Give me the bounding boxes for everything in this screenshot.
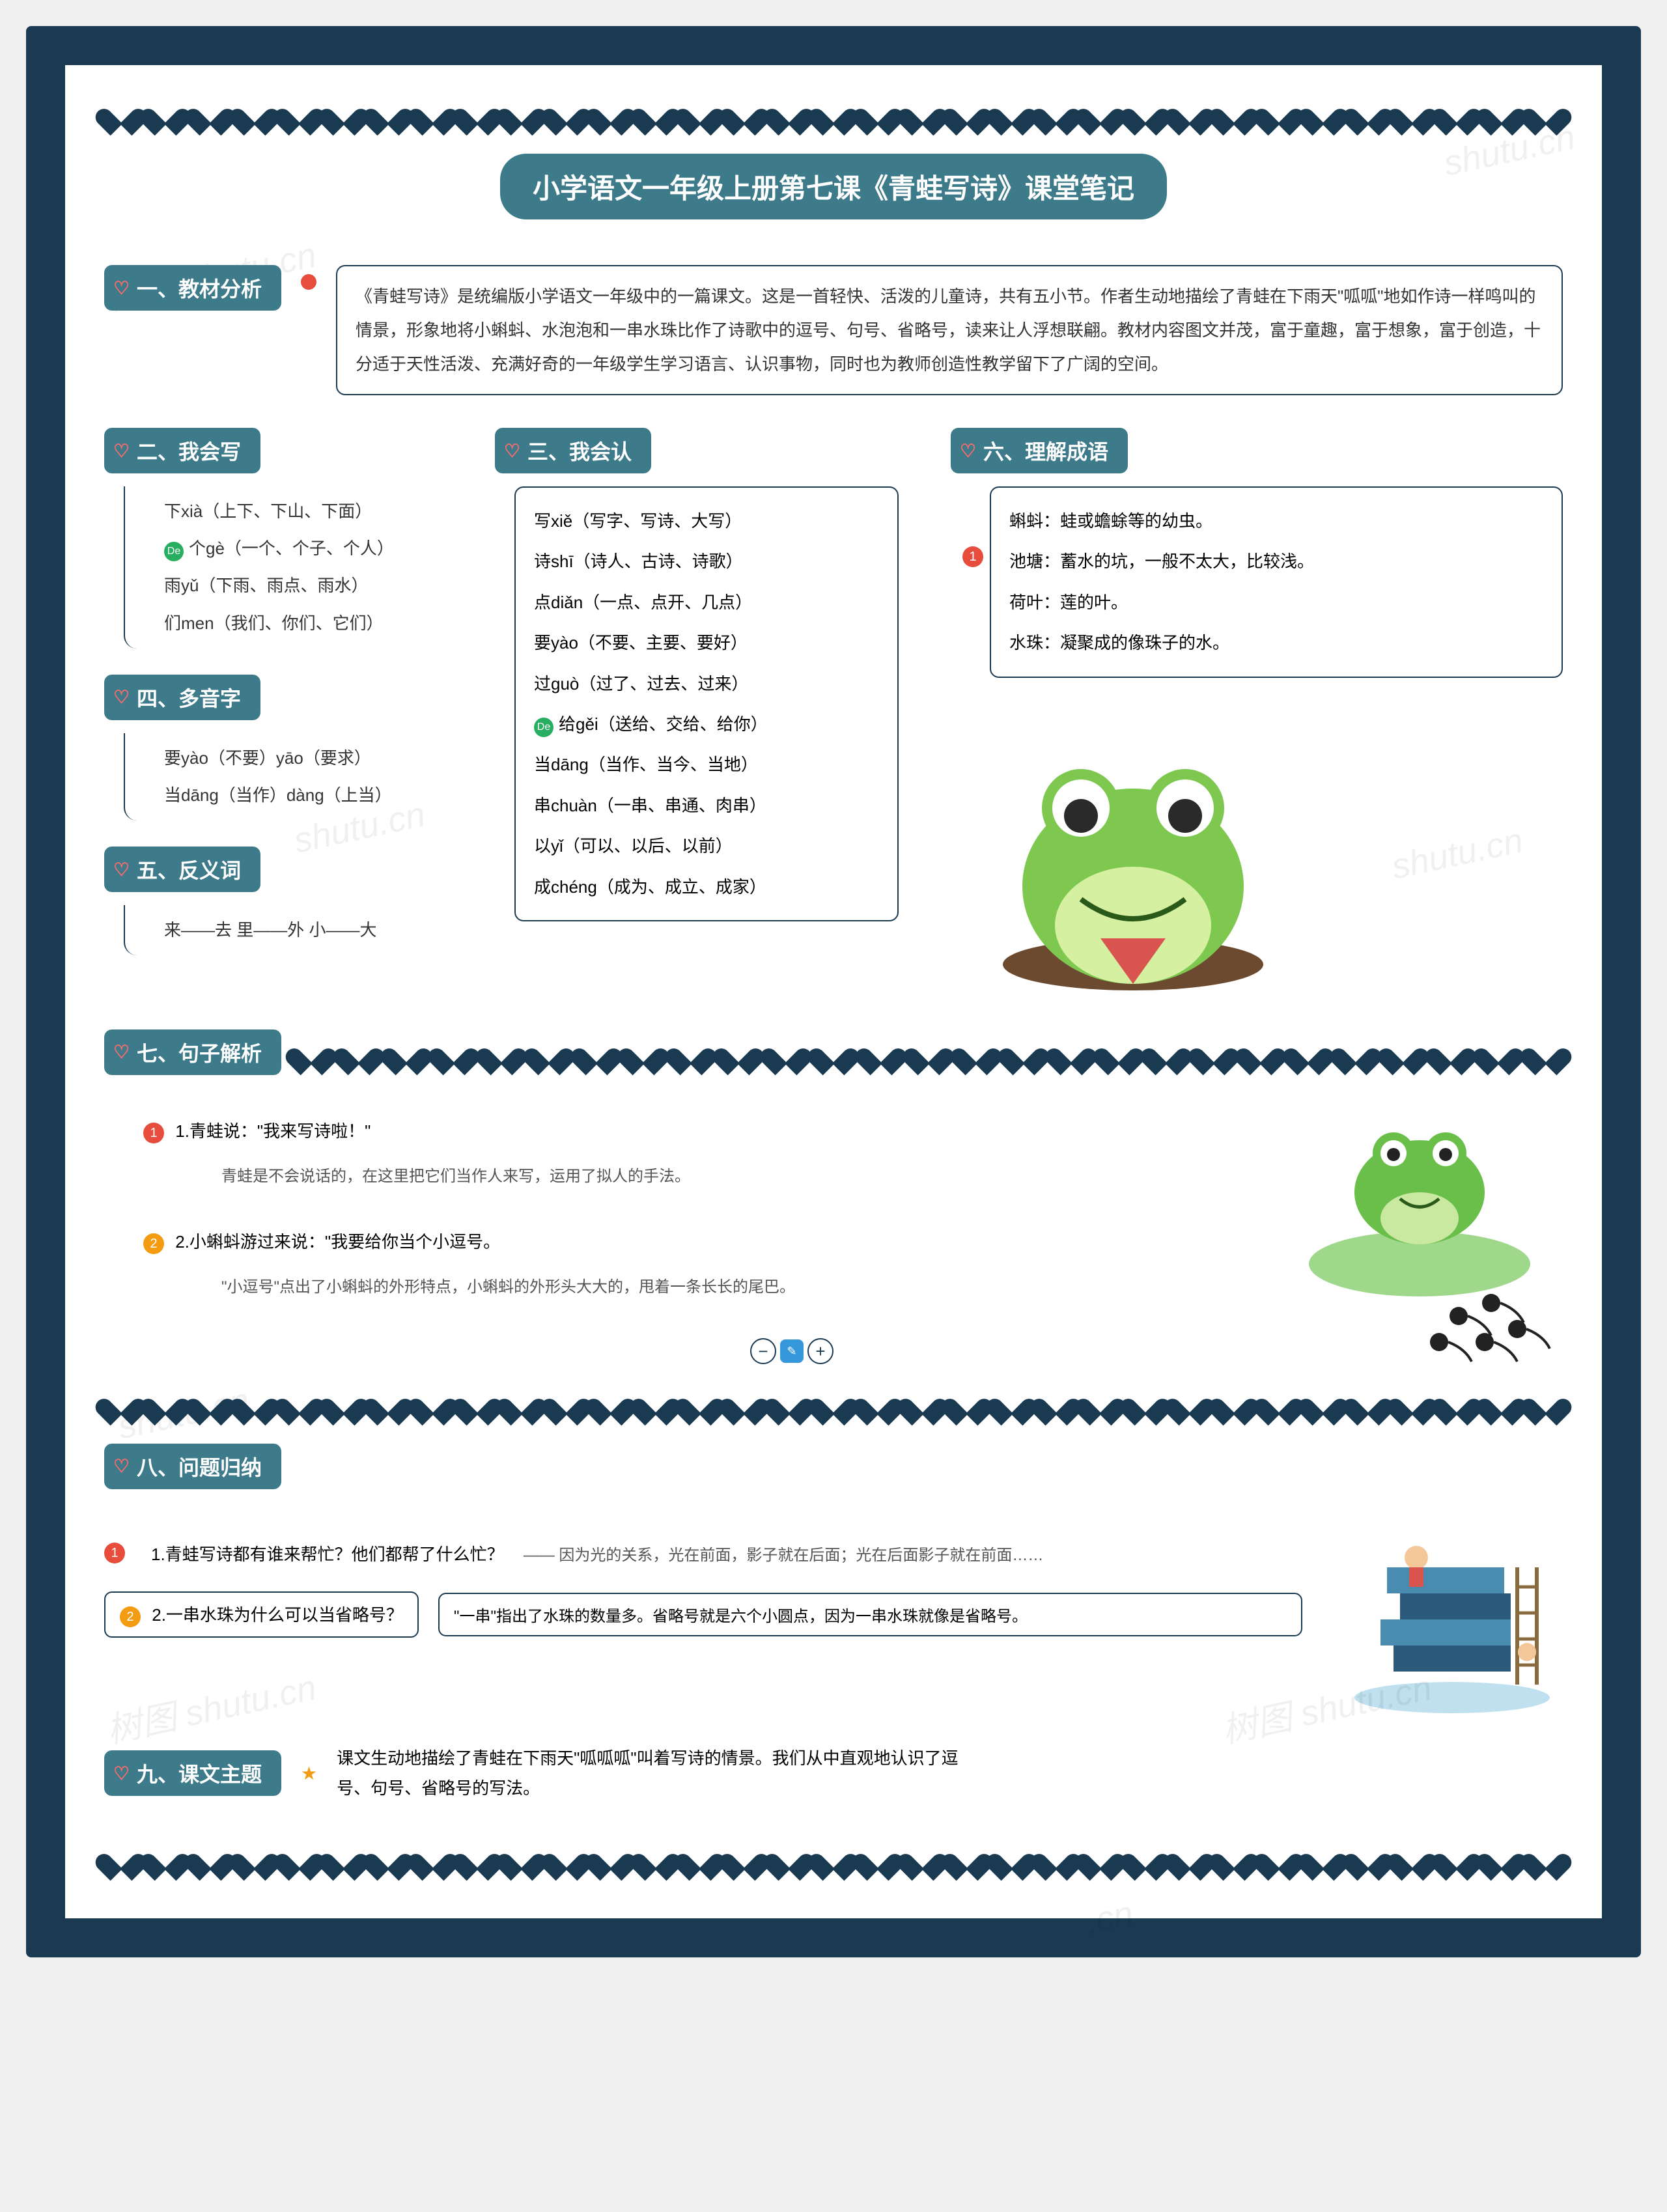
section-9-label: 九、课文主题 — [104, 1750, 281, 1796]
q1-row: 1 1.青蛙写诗都有谁来帮忙？他们都帮了什么忙？ —— 因为光的关系，光在前面，… — [104, 1541, 1302, 1565]
num-badge-icon: 1 — [962, 546, 983, 567]
list-item: 当dāng（当作）dàng（上当） — [164, 777, 430, 814]
q2-box: 2 2.一串水珠为什么可以当省略号？ — [104, 1591, 419, 1638]
books-illustration — [1341, 1522, 1563, 1717]
watermark: .cn — [1082, 1893, 1136, 1942]
list-item: De给gěi（送给、交给、给你） — [534, 704, 879, 744]
outer-frame: 树图 shutu.cn shutu.cn shutu.cn shutu.cn s… — [26, 26, 1641, 1957]
list-item: 点diǎn（一点、点开、几点） — [534, 582, 879, 623]
list-item: 当dāng（当作、当今、当地） — [534, 744, 879, 785]
frog-lilypad-illustration — [1289, 1095, 1563, 1368]
section-6-list: 1 蝌蚪：蛙或蟾蜍等的幼虫。 池塘：蓄水的坑，一般不太大，比较浅。 荷叶：莲的叶… — [990, 486, 1563, 678]
section-8-label: 八、问题归纳 — [104, 1444, 281, 1489]
bullet-icon — [301, 274, 316, 290]
list-item: 诗shī（诗人、古诗、诗歌） — [534, 541, 879, 581]
divider-row: 七、句子解析 — [104, 1029, 1563, 1075]
list-item: 雨yǔ（下雨、雨点、雨水） — [164, 567, 430, 604]
section-1-text: 《青蛙写诗》是统编版小学语文一年级中的一篇课文。这是一首轻快、活泼的儿童诗，共有… — [336, 265, 1563, 395]
list-item: 蝌蚪：蛙或蟾蜍等的幼虫。 — [1009, 501, 1543, 541]
frog-illustration — [951, 704, 1315, 1003]
columns-area: 二、我会写 下xià（上下、下山、下面） De个gè（一个、个子、个人） 雨yǔ… — [104, 428, 1563, 1003]
list-item: 要yào（不要）yāo（要求） — [164, 740, 430, 777]
list-item: 过guò（过了、过去、过来） — [534, 664, 879, 704]
sentence-2-note: "小逗号"点出了小蝌蚪的外形特点，小蝌蚪的外形头大大的，甩着一条长长的尾巴。 — [221, 1272, 1250, 1303]
expand-button[interactable]: + — [807, 1338, 834, 1364]
list-item: 下xià（上下、下山、下面） — [164, 493, 430, 530]
list-item: 池塘：蓄水的坑，一般不太大，比较浅。 — [1009, 541, 1543, 581]
list-item: 成chéng（成为、成立、成家） — [534, 867, 879, 907]
collapse-button[interactable]: − — [750, 1338, 776, 1364]
section-3: 三、我会认 写xiě（写字、写诗、大写） 诗shī（诗人、古诗、诗歌） 点diǎ… — [495, 428, 899, 921]
num-badge-icon: 1 — [104, 1543, 125, 1563]
node-toolbar: − ✎ + — [750, 1338, 834, 1364]
sentence-2: 2 2.小蝌蚪游过来说："我要给你当个小逗号。 "小逗号"点出了小蝌蚪的外形特点… — [143, 1225, 1250, 1303]
list-item: 写xiě（写字、写诗、大写） — [534, 501, 879, 541]
de-badge-icon: De — [534, 718, 553, 737]
list-item: 以yǐ（可以、以后、以前） — [534, 826, 879, 866]
sentence-1: 1 1.青蛙说："我来写诗啦！" 青蛙是不会说话的，在这里把它们当作人来写，运用… — [143, 1114, 1250, 1192]
q1-text: 1.青蛙写诗都有谁来帮忙？他们都帮了什么忙？ — [151, 1541, 504, 1565]
heart-divider-2 — [104, 1381, 1563, 1424]
section-5-text: 来——去 里——外 小——大 — [124, 905, 443, 955]
section-3-list: 写xiě（写字、写诗、大写） 诗shī（诗人、古诗、诗歌） 点diǎn（一点、点… — [514, 486, 899, 921]
de-badge-icon: De — [164, 542, 184, 561]
section-4: 四、多音字 要yào（不要）yāo（要求） 当dāng（当作）dàng（上当） — [104, 675, 443, 820]
num-badge-icon: 1 — [143, 1123, 164, 1143]
list-item: 们men（我们、你们、它们） — [164, 605, 430, 642]
section-9-text: 课文生动地描绘了青蛙在下雨天"呱呱呱"叫着写诗的情景。我们从中直观地认识了逗号、… — [337, 1743, 975, 1804]
q1-answer: —— 因为光的关系，光在前面，影子就在后面；光在后面影子就在前面…… — [524, 1542, 1302, 1565]
list-item: De个gè（一个、个子、个人） — [164, 530, 430, 567]
section-4-label: 四、多音字 — [104, 675, 260, 720]
section-9: 九、课文主题 ★ 课文生动地描绘了青蛙在下雨天"呱呱呱"叫着写诗的情景。我们从中… — [104, 1743, 1563, 1804]
section-6-label: 六、理解成语 — [951, 428, 1128, 473]
section-3-label: 三、我会认 — [495, 428, 651, 473]
star-icon: ★ — [301, 1763, 317, 1784]
section-7-content: 1 1.青蛙说："我来写诗啦！" 青蛙是不会说话的，在这里把它们当作人来写，运用… — [104, 1095, 1563, 1368]
list-item: 水珠：凝聚成的像珠子的水。 — [1009, 623, 1543, 663]
heart-divider — [294, 1031, 1563, 1074]
edit-button[interactable]: ✎ — [780, 1339, 804, 1363]
num-badge-icon: 2 — [143, 1233, 164, 1254]
section-1-label: 一、教材分析 — [104, 265, 281, 311]
section-1: 一、教材分析 《青蛙写诗》是统编版小学语文一年级中的一篇课文。这是一首轻快、活泼… — [104, 265, 1563, 395]
section-5: 五、反义词 来——去 里——外 小——大 — [104, 847, 443, 955]
list-item: 荷叶：莲的叶。 — [1009, 582, 1543, 623]
list-item: 串chuàn（一串、串通、肉串） — [534, 785, 879, 826]
heart-border-top — [104, 91, 1563, 134]
section-7-label: 七、句子解析 — [104, 1029, 281, 1075]
section-8: 八、问题归纳 1 1.青蛙写诗都有谁来帮忙？他们都帮了什么忙？ —— 因为光的关… — [104, 1444, 1563, 1717]
section-4-list: 要yào（不要）yāo（要求） 当dāng（当作）dàng（上当） — [124, 733, 443, 820]
section-2-list: 下xià（上下、下山、下面） De个gè（一个、个子、个人） 雨yǔ（下雨、雨点… — [124, 486, 443, 649]
list-item: 要yào（不要、主要、要好） — [534, 623, 879, 663]
inner-frame: 树图 shutu.cn shutu.cn shutu.cn shutu.cn s… — [65, 65, 1602, 1918]
section-2-label: 二、我会写 — [104, 428, 260, 473]
sentence-1-note: 青蛙是不会说话的，在这里把它们当作人来写，运用了拟人的手法。 — [221, 1161, 1250, 1192]
heart-border-bottom — [104, 1836, 1563, 1879]
page-title: 小学语文一年级上册第七课《青蛙写诗》课堂笔记 — [500, 154, 1167, 219]
section-6: 六、理解成语 1 蝌蚪：蛙或蟾蜍等的幼虫。 池塘：蓄水的坑，一般不太大，比较浅。… — [951, 428, 1563, 678]
q2-row: 2 2.一串水珠为什么可以当省略号？ "一串"指出了水珠的数量多。省略号就是六个… — [104, 1591, 1302, 1638]
section-2: 二、我会写 下xià（上下、下山、下面） De个gè（一个、个子、个人） 雨yǔ… — [104, 428, 443, 649]
q2-answer: "一串"指出了水珠的数量多。省略号就是六个小圆点，因为一串水珠就像是省略号。 — [438, 1593, 1302, 1636]
section-5-label: 五、反义词 — [104, 847, 260, 892]
num-badge-icon: 2 — [120, 1606, 141, 1627]
